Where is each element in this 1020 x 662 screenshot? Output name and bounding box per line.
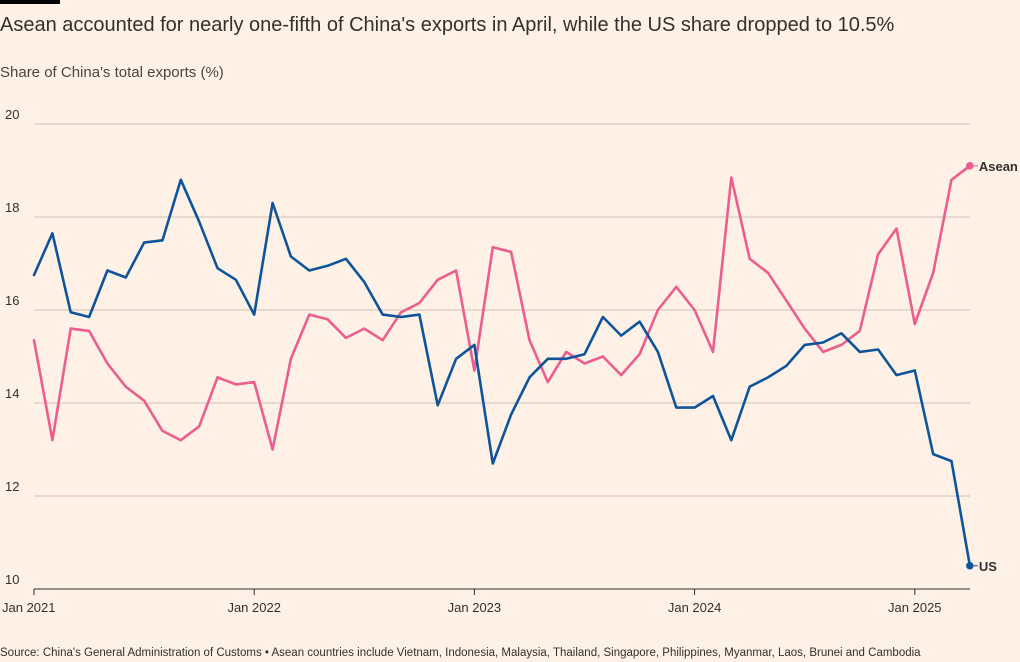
series-line-us [32, 178, 972, 568]
brand-bar [0, 0, 60, 4]
x-tick-label: Jan 2025 [888, 600, 942, 615]
y-tick-label: 20 [5, 107, 19, 122]
y-tick-label: 18 [5, 200, 19, 215]
y-tick-labels: 10 12 14 16 18 20 [5, 107, 19, 587]
x-tick-label: Jan 2024 [668, 600, 722, 615]
series-line-asean [32, 164, 972, 451]
y-tick-label: 10 [5, 572, 19, 587]
series-label-us: US [979, 559, 997, 574]
series-end-markers: Asean US [966, 159, 1018, 574]
x-tick-label: Jan 2022 [227, 600, 281, 615]
end-point-asean [966, 162, 974, 170]
end-point-us [966, 561, 974, 570]
x-axis: Jan 2021 Jan 2022 Jan 2023 Jan 2024 Jan 2025 [2, 588, 970, 615]
y-tick-label: 16 [5, 293, 19, 308]
y-tick-label: 14 [5, 386, 19, 401]
y-tick-label: 12 [5, 479, 19, 494]
x-tick-label: Jan 2021 [2, 600, 56, 615]
chart-title: Asean accounted for nearly one-fifth of … [0, 14, 895, 36]
gridlines [34, 123, 970, 497]
series-lines [32, 164, 972, 568]
series-label-asean: Asean [979, 159, 1018, 174]
chart-subtitle: Share of China's total exports (%) [0, 64, 224, 81]
source-note: Source: China's General Administration o… [0, 647, 921, 659]
x-tick-label: Jan 2023 [448, 600, 502, 615]
